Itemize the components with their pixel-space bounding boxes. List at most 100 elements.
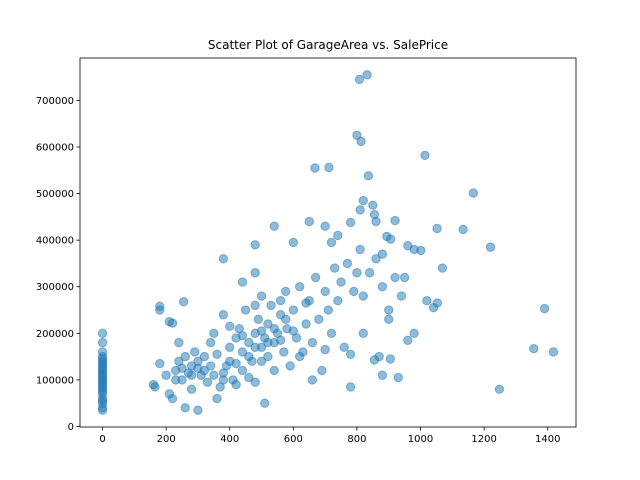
point xyxy=(266,300,276,311)
point xyxy=(355,205,365,215)
point xyxy=(237,277,248,287)
point xyxy=(250,300,260,311)
point xyxy=(155,358,165,369)
point xyxy=(260,398,270,408)
point xyxy=(352,268,362,278)
x-tick-label: 0 xyxy=(99,434,105,445)
point xyxy=(281,286,291,297)
point xyxy=(294,282,305,292)
point xyxy=(269,221,279,231)
x-tick-label: 600 xyxy=(284,434,303,445)
point xyxy=(396,291,407,301)
point xyxy=(231,358,241,369)
point xyxy=(237,330,248,341)
point xyxy=(364,268,375,278)
point xyxy=(237,347,248,357)
y-tick-label: 400000 xyxy=(36,236,74,247)
point xyxy=(326,237,337,248)
point xyxy=(329,263,340,273)
point xyxy=(432,223,442,234)
point xyxy=(190,347,200,357)
point xyxy=(256,326,267,336)
point xyxy=(167,318,178,328)
point xyxy=(377,282,388,292)
point xyxy=(324,162,334,173)
point xyxy=(167,393,178,404)
point xyxy=(390,272,400,283)
point xyxy=(253,314,264,325)
x-tick-label: 1200 xyxy=(471,434,496,445)
point xyxy=(244,337,254,348)
point xyxy=(307,375,318,385)
point xyxy=(342,258,353,269)
point xyxy=(186,384,197,394)
y-tick-label: 700000 xyxy=(36,96,74,107)
point xyxy=(356,136,366,147)
point xyxy=(363,171,374,181)
y-tick-label: 300000 xyxy=(36,282,74,293)
point xyxy=(250,377,260,387)
point xyxy=(385,234,396,244)
point xyxy=(218,375,229,385)
point xyxy=(209,370,219,380)
point xyxy=(384,305,394,315)
point xyxy=(225,321,235,332)
point xyxy=(314,314,324,325)
point xyxy=(358,195,368,206)
point xyxy=(428,302,439,313)
point xyxy=(155,305,165,315)
point xyxy=(307,337,318,348)
point xyxy=(333,230,343,241)
point xyxy=(323,305,334,315)
point xyxy=(368,200,378,210)
x-tick-label: 400 xyxy=(220,434,239,445)
y-tick-label: 600000 xyxy=(36,142,74,153)
chart-title: Scatter Plot of GarageArea vs. SalePrice xyxy=(208,38,448,52)
axes-frame xyxy=(79,57,577,428)
point xyxy=(320,286,330,297)
point xyxy=(420,150,430,161)
point xyxy=(336,277,346,287)
point xyxy=(333,296,343,306)
point xyxy=(301,298,311,308)
point xyxy=(250,342,260,352)
point xyxy=(269,365,279,376)
point xyxy=(288,326,299,336)
point xyxy=(170,375,181,385)
point xyxy=(358,328,368,339)
point xyxy=(384,314,394,325)
point xyxy=(279,347,289,357)
y-tick-label: 500000 xyxy=(36,189,74,200)
point xyxy=(393,372,403,383)
point xyxy=(539,303,550,314)
point xyxy=(399,272,410,283)
point xyxy=(177,363,187,373)
point xyxy=(202,377,213,387)
point xyxy=(358,291,368,301)
point xyxy=(362,70,372,80)
point xyxy=(212,393,222,404)
point xyxy=(281,314,291,325)
point xyxy=(310,272,321,283)
point xyxy=(494,384,505,394)
point xyxy=(409,328,419,339)
point xyxy=(178,296,189,307)
point xyxy=(390,215,400,226)
point xyxy=(231,379,241,390)
point xyxy=(180,403,190,413)
point xyxy=(250,268,260,278)
point xyxy=(345,217,356,228)
point xyxy=(256,291,267,301)
point xyxy=(275,335,286,346)
point xyxy=(377,249,388,259)
point xyxy=(269,323,279,334)
point xyxy=(199,351,210,362)
points xyxy=(97,70,559,415)
point xyxy=(161,370,171,380)
point xyxy=(97,347,108,357)
point xyxy=(263,337,273,348)
point xyxy=(468,188,479,198)
x-tick-label: 800 xyxy=(347,434,366,445)
